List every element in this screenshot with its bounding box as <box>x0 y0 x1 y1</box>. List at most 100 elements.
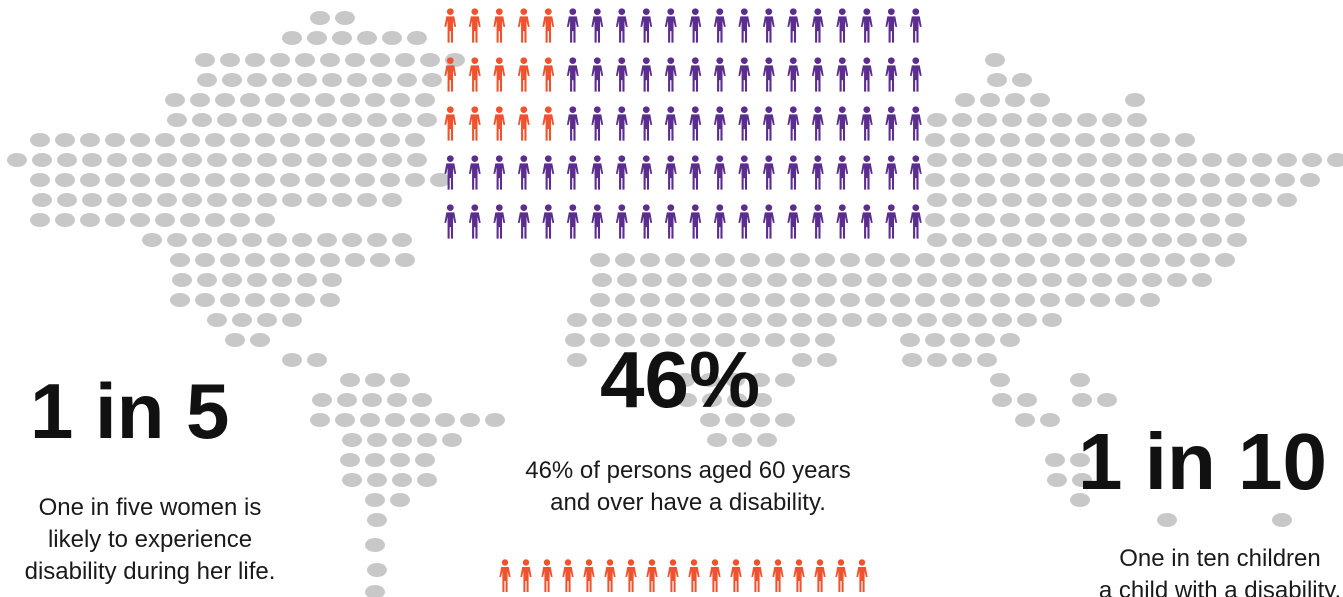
map-dot <box>247 73 267 87</box>
person-icon <box>493 204 506 239</box>
map-dot <box>417 473 437 487</box>
map-dot <box>1227 193 1247 207</box>
map-dot <box>55 213 75 227</box>
map-dot <box>332 193 352 207</box>
map-dot <box>142 233 162 247</box>
person-icon <box>787 204 800 239</box>
map-dot <box>1157 513 1177 527</box>
person-icon <box>444 106 457 141</box>
map-dot <box>1125 213 1145 227</box>
map-dot <box>370 253 390 267</box>
person-icon <box>566 8 579 43</box>
stat-one-in-five-line-1: One in five women is <box>38 494 262 521</box>
map-dot <box>32 193 52 207</box>
map-dot <box>1092 273 1112 287</box>
person-icon <box>640 57 653 92</box>
map-dot <box>365 538 385 552</box>
map-dot <box>390 373 410 387</box>
map-dot <box>950 333 970 347</box>
map-dot <box>590 293 610 307</box>
map-dot <box>1052 233 1072 247</box>
map-dot <box>305 133 325 147</box>
map-dot <box>1150 213 1170 227</box>
person-icon <box>885 155 898 190</box>
map-dot <box>340 93 360 107</box>
map-dot <box>1150 133 1170 147</box>
map-dot <box>952 193 972 207</box>
map-dot <box>677 393 697 407</box>
map-dot <box>1215 253 1235 267</box>
map-dot <box>565 333 585 347</box>
map-dot <box>990 293 1010 307</box>
person-icon <box>738 57 751 92</box>
person-icon <box>836 8 849 43</box>
map-dot <box>322 273 342 287</box>
map-dot <box>420 53 440 67</box>
map-dot <box>1165 253 1185 267</box>
map-dot <box>667 313 687 327</box>
map-dot <box>1052 153 1072 167</box>
map-dot <box>315 93 335 107</box>
map-dot <box>615 333 635 347</box>
person-icon <box>738 106 751 141</box>
person-icon <box>664 155 677 190</box>
map-dot <box>1002 153 1022 167</box>
map-dot <box>1190 253 1210 267</box>
map-dot <box>615 253 635 267</box>
person-icon <box>713 8 726 43</box>
person-icon <box>615 57 628 92</box>
map-dot <box>485 413 505 427</box>
map-dot <box>1077 113 1097 127</box>
map-dot <box>902 353 922 367</box>
map-dot <box>1140 293 1160 307</box>
map-dot <box>1177 153 1197 167</box>
person-icon <box>640 106 653 141</box>
map-dot <box>395 53 415 67</box>
map-dot <box>1090 293 1110 307</box>
map-dot <box>702 393 722 407</box>
map-dot <box>732 433 752 447</box>
map-dot <box>925 213 945 227</box>
map-dot <box>365 493 385 507</box>
map-dot <box>1175 173 1195 187</box>
map-dot <box>392 433 412 447</box>
person-icon <box>762 155 775 190</box>
map-dot <box>1042 273 1062 287</box>
map-dot <box>842 273 862 287</box>
map-dot <box>700 373 720 387</box>
map-dot <box>1252 193 1272 207</box>
map-dot <box>950 173 970 187</box>
map-dot <box>55 173 75 187</box>
map-dot <box>815 293 835 307</box>
map-dot <box>382 31 402 45</box>
map-dot <box>977 113 997 127</box>
map-dot <box>132 193 152 207</box>
map-dot <box>840 253 860 267</box>
stat-one-in-ten-number: 1 in 10 <box>1078 417 1328 506</box>
map-dot <box>617 313 637 327</box>
stat-one-in-ten-line-1: One in ten children <box>1119 545 1321 572</box>
map-dot <box>927 153 947 167</box>
map-dot <box>232 313 252 327</box>
map-dot <box>1070 373 1090 387</box>
map-dot <box>412 393 432 407</box>
map-dot <box>422 73 442 87</box>
map-dot <box>320 293 340 307</box>
map-dot <box>245 253 265 267</box>
map-dot <box>865 293 885 307</box>
map-dot <box>842 313 862 327</box>
map-dot <box>280 133 300 147</box>
map-dot <box>1125 173 1145 187</box>
map-dot <box>1040 253 1060 267</box>
map-dot <box>107 153 127 167</box>
map-dot <box>1115 293 1135 307</box>
map-dot <box>435 413 455 427</box>
map-dot <box>180 173 200 187</box>
person-icon <box>493 155 506 190</box>
map-dot <box>282 153 302 167</box>
map-dot <box>80 133 100 147</box>
map-dot <box>915 293 935 307</box>
map-dot <box>307 31 327 45</box>
map-dot <box>182 193 202 207</box>
